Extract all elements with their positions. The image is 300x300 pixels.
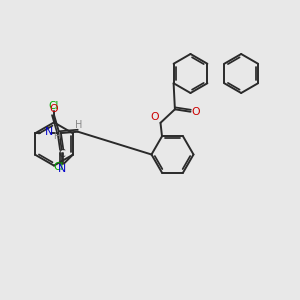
Text: H: H <box>75 120 83 130</box>
Text: Cl: Cl <box>49 101 59 111</box>
Text: C: C <box>58 149 65 159</box>
Text: O: O <box>151 112 159 122</box>
Text: O: O <box>191 107 200 117</box>
Text: H: H <box>53 132 60 141</box>
Text: N: N <box>58 164 66 174</box>
Text: O: O <box>50 104 58 114</box>
Text: Cl: Cl <box>53 162 64 172</box>
Text: N: N <box>45 127 53 137</box>
